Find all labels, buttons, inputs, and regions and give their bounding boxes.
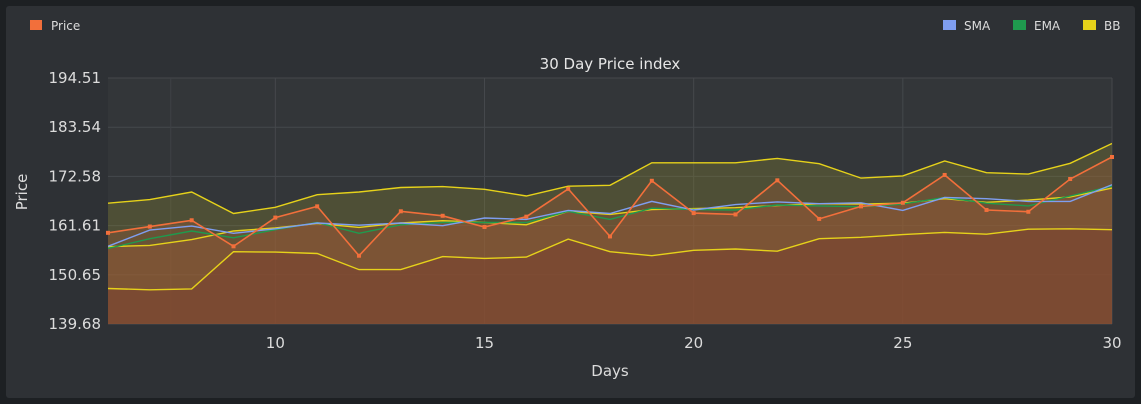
price-point-23 [817, 216, 822, 221]
x-tick-label-25: 25 [893, 334, 912, 352]
price-point-26 [942, 172, 947, 177]
price-point-22 [775, 178, 780, 183]
y-tick-label-1: 183.54 [49, 118, 102, 136]
price-point-20 [691, 211, 696, 216]
bb-lower-area [108, 228, 1112, 324]
price-point-15 [482, 224, 487, 229]
x-tick-label-30: 30 [1102, 334, 1121, 352]
y-tick-label-0: 194.51 [49, 69, 102, 87]
price-point-28 [1026, 209, 1031, 214]
y-axis-label: Price [13, 174, 31, 211]
series-line-bb-lower [108, 228, 1112, 291]
legend-label-ema: EMA [1034, 19, 1061, 33]
price-point-6 [106, 230, 110, 235]
series-line-bb-middle [108, 187, 1112, 248]
x-tick-labels: 10 15 20 25 30 [266, 334, 1122, 352]
price-point-27 [984, 207, 989, 212]
price-point-29 [1068, 176, 1073, 181]
bb-upper-area [108, 143, 1112, 324]
series-line-sma [108, 184, 1112, 247]
price-point-11 [315, 204, 320, 209]
price-point-12 [357, 253, 361, 258]
legend-swatch-bb [1083, 20, 1096, 30]
series-line-bb-upper [108, 142, 1112, 215]
price-point-10 [273, 215, 278, 220]
price-point-16 [524, 214, 529, 219]
legend-label-price: Price [51, 19, 80, 33]
legend-swatch-price [30, 20, 42, 30]
x-tick-label-15: 15 [475, 334, 494, 352]
chart-title: 30 Day Price index [540, 55, 681, 73]
x-axis-label: Days [591, 362, 629, 380]
price-point-19 [649, 178, 654, 183]
y-tick-labels: 194.51 183.54 172.58 161.61 150.65 139.68 [49, 69, 102, 333]
y-tick-label-2: 172.58 [49, 167, 102, 185]
legend-swatch-sma [943, 20, 956, 30]
x-tick-label-20: 20 [684, 334, 703, 352]
bb-middle-area [108, 188, 1112, 324]
y-tick-label-4: 150.65 [49, 266, 102, 284]
price-point-7 [147, 224, 152, 229]
price-point-18 [608, 234, 612, 239]
x-tick-label-10: 10 [266, 334, 285, 352]
legend-label-bb: BB [1104, 19, 1120, 33]
price-area [108, 157, 1112, 324]
grid [108, 77, 1113, 325]
price-point-9 [231, 244, 236, 249]
price-markers [106, 155, 1114, 258]
price-point-13 [398, 209, 403, 214]
y-tick-label-3: 161.61 [49, 217, 102, 235]
legend-left: Price [30, 19, 80, 33]
price-point-14 [440, 213, 445, 218]
price-point-21 [733, 212, 738, 217]
series-areas [108, 143, 1112, 324]
price-point-24 [859, 204, 863, 209]
price-point-25 [900, 200, 905, 205]
price-point-8 [189, 218, 194, 223]
price-point-30 [1110, 155, 1114, 160]
price-point-17 [566, 186, 571, 191]
legend-label-sma: SMA [964, 19, 991, 33]
y-tick-label-5: 139.68 [49, 315, 102, 333]
legend-swatch-ema [1013, 20, 1026, 30]
legend-right: SMA EMA BB [943, 19, 1120, 33]
